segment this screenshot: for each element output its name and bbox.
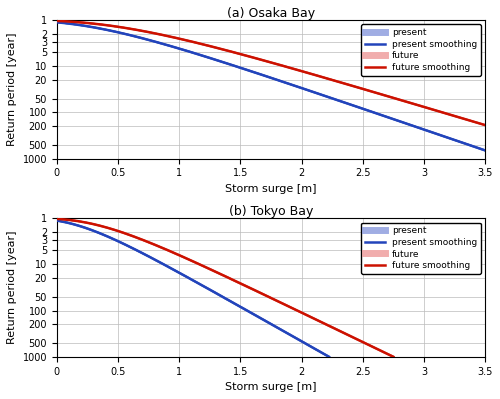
- Title: (a) Osaka Bay: (a) Osaka Bay: [227, 7, 315, 20]
- Legend: present, present smoothing, future, future smoothing: present, present smoothing, future, futu…: [362, 223, 481, 274]
- Title: (b) Tokyo Bay: (b) Tokyo Bay: [229, 205, 313, 218]
- X-axis label: Storm surge [m]: Storm surge [m]: [226, 382, 317, 392]
- Y-axis label: Return period [year]: Return period [year]: [7, 33, 17, 146]
- Legend: present, present smoothing, future, future smoothing: present, present smoothing, future, futu…: [362, 24, 481, 76]
- X-axis label: Storm surge [m]: Storm surge [m]: [226, 184, 317, 194]
- Y-axis label: Return period [year]: Return period [year]: [7, 231, 17, 344]
